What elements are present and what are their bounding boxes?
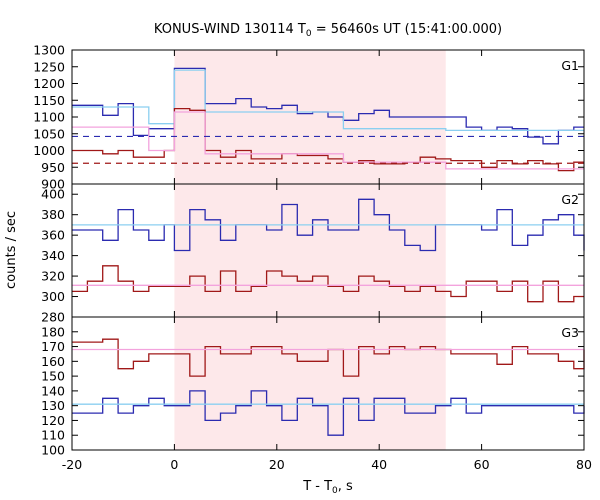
panel-g1-ytick-label: 1100 [33, 110, 65, 125]
x-axis-label-rest: , s [338, 479, 353, 494]
x-tick-label: 40 [371, 457, 387, 472]
panel-g1-ytick-label: 1050 [33, 126, 65, 141]
panel-g3-series-2 [72, 390, 585, 436]
panel-g1-series-0 [72, 67, 584, 145]
chart-title-main: KONUS-WIND 130114 T [154, 22, 306, 37]
panel-g3-ytick-label: 130 [41, 398, 65, 413]
panel-g1-ytick-label: 900 [41, 177, 65, 192]
panel-g2-ytick-label: 320 [41, 269, 65, 284]
panel-g1-ytick-label: 1300 [33, 43, 65, 58]
x-axis-label: T - T0, s [302, 479, 353, 496]
panel-g1-ytick-label: 1150 [33, 93, 65, 108]
panel-g2-ytick-label: 340 [41, 248, 65, 263]
panel-g3-ytick-label: 140 [41, 383, 65, 398]
panel-g3-series-0 [72, 338, 585, 377]
panel-g1-ytick-label: 1000 [33, 143, 65, 158]
panel-g3-ytick-label: 150 [41, 369, 65, 384]
x-axis-label-sub: 0 [332, 486, 338, 496]
panel-g3-label: G3 [561, 325, 579, 340]
panel-g1-ytick-label: 1200 [33, 76, 65, 91]
panel-g3-ytick-label: 160 [41, 354, 65, 369]
panel-g1-ytick-label: 950 [41, 160, 65, 175]
chart-title: KONUS-WIND 130114 T0 = 56460s UT (15:41:… [154, 22, 502, 39]
chart-title-rest: = 56460s UT (15:41:00.000) [312, 22, 502, 37]
panel-g3-ytick-label: 120 [41, 413, 65, 428]
x-tick-label: 0 [170, 457, 178, 472]
y-axis-label: counts / sec [4, 211, 19, 289]
panel-g2-ytick-label: 300 [41, 289, 65, 304]
panel-g3-ytick-label: 100 [41, 443, 65, 458]
x-tick-label: -20 [62, 457, 82, 472]
x-tick-label: 20 [269, 457, 285, 472]
panel-g3-ytick-label: 170 [41, 339, 65, 354]
panel-g2-ytick-label: 360 [41, 228, 65, 243]
x-tick-label: 60 [474, 457, 490, 472]
panel-g2-series-2 [72, 265, 584, 303]
x-tick-label: 80 [576, 457, 592, 472]
panel-g1-series-3 [72, 111, 584, 170]
panel-g2-ytick-label: 280 [41, 310, 65, 325]
panel-g1-label: G1 [561, 58, 579, 73]
series-layer [72, 67, 585, 436]
axes-layer: 9009501000105011001150120012501300280300… [33, 43, 592, 473]
panel-g3-ytick-label: 180 [41, 324, 65, 339]
x-axis-label-main: T - T [302, 479, 332, 494]
panel-g1-series-1 [72, 69, 584, 132]
panel-g3-frame [71, 316, 585, 451]
highlight-region [174, 50, 446, 450]
highlight-layer [174, 50, 446, 450]
panel-g2-ytick-label: 380 [41, 207, 65, 222]
panel-g1-ytick-label: 1250 [33, 59, 65, 74]
panel-g2-ytick-label: 400 [41, 187, 65, 202]
panel-g2-label: G2 [561, 192, 579, 207]
chart-title-sub: 0 [306, 29, 312, 39]
frame-layer: G1 G2 G3 [71, 49, 585, 451]
panel-g3-ytick-label: 110 [41, 428, 65, 443]
